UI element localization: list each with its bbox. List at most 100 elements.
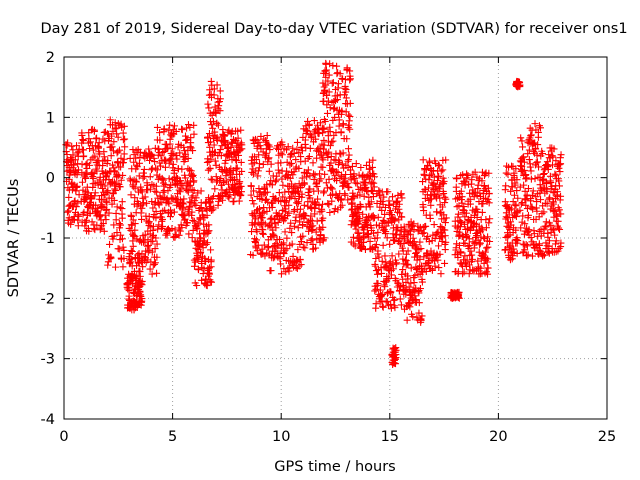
data-point bbox=[210, 141, 218, 149]
data-point bbox=[464, 172, 472, 180]
data-point bbox=[372, 285, 380, 293]
data-point bbox=[308, 226, 316, 234]
data-point bbox=[119, 159, 127, 167]
data-point bbox=[65, 175, 73, 183]
data-point bbox=[192, 201, 200, 209]
data-point bbox=[421, 186, 429, 194]
data-point bbox=[63, 208, 71, 216]
data-point bbox=[307, 212, 315, 220]
data-point bbox=[264, 155, 272, 163]
data-point bbox=[172, 173, 180, 181]
data-point bbox=[442, 156, 450, 164]
data-point bbox=[253, 228, 261, 236]
data-point bbox=[140, 172, 148, 180]
data-point bbox=[167, 181, 175, 189]
data-point bbox=[149, 237, 157, 245]
data-point bbox=[403, 316, 411, 324]
data-point bbox=[542, 180, 550, 188]
data-point bbox=[205, 130, 213, 138]
data-point bbox=[384, 188, 392, 196]
data-point bbox=[153, 240, 161, 248]
data-point bbox=[527, 132, 535, 140]
data-point bbox=[345, 111, 353, 119]
data-point bbox=[430, 221, 438, 229]
data-point bbox=[131, 226, 139, 234]
data-point bbox=[357, 202, 365, 210]
data-point bbox=[235, 151, 243, 159]
data-point bbox=[555, 182, 563, 190]
data-point bbox=[463, 256, 471, 264]
data-point bbox=[74, 222, 82, 230]
data-point bbox=[378, 257, 386, 265]
data-point bbox=[396, 295, 404, 303]
data-point bbox=[344, 183, 352, 191]
data-point bbox=[287, 219, 295, 227]
data-point bbox=[100, 153, 108, 161]
data-point bbox=[327, 159, 335, 167]
data-point bbox=[329, 62, 337, 70]
data-point bbox=[312, 228, 320, 236]
data-point bbox=[234, 134, 242, 142]
data-point bbox=[409, 313, 417, 321]
data-point bbox=[386, 207, 394, 215]
data-point bbox=[74, 211, 82, 219]
data-point bbox=[197, 187, 205, 195]
data-point bbox=[325, 148, 333, 156]
data-point bbox=[514, 237, 522, 245]
data-point bbox=[484, 270, 492, 278]
data-point bbox=[116, 183, 124, 191]
data-point bbox=[194, 255, 202, 263]
data-point bbox=[551, 231, 559, 239]
data-point bbox=[183, 124, 191, 132]
data-point bbox=[502, 182, 510, 190]
data-point bbox=[129, 242, 137, 250]
data-point bbox=[190, 121, 198, 129]
data-point bbox=[335, 122, 343, 130]
data-point bbox=[151, 260, 159, 268]
data-point bbox=[485, 219, 493, 227]
data-point bbox=[319, 223, 327, 231]
data-point bbox=[73, 142, 81, 150]
data-point bbox=[272, 243, 280, 251]
data-point bbox=[420, 207, 428, 215]
data-point bbox=[389, 265, 397, 273]
data-point bbox=[324, 199, 332, 207]
data-point bbox=[64, 139, 72, 147]
data-point bbox=[115, 245, 123, 253]
data-point bbox=[422, 165, 430, 173]
data-point bbox=[476, 241, 484, 249]
data-point bbox=[540, 251, 548, 259]
data-point bbox=[210, 85, 218, 93]
data-point bbox=[298, 174, 306, 182]
data-point bbox=[322, 66, 330, 74]
data-point bbox=[208, 121, 216, 129]
data-point bbox=[133, 178, 141, 186]
data-point bbox=[422, 222, 430, 230]
data-point bbox=[407, 264, 415, 272]
data-point bbox=[283, 167, 291, 175]
data-point bbox=[71, 167, 79, 175]
data-point bbox=[256, 160, 264, 168]
data-point bbox=[164, 144, 172, 152]
data-point bbox=[161, 163, 169, 171]
data-point bbox=[556, 225, 564, 233]
data-point bbox=[291, 217, 299, 225]
data-point bbox=[309, 170, 317, 178]
data-point bbox=[282, 205, 290, 213]
data-point bbox=[325, 71, 333, 79]
data-point bbox=[187, 199, 195, 207]
data-point bbox=[527, 233, 535, 241]
data-point bbox=[207, 256, 215, 264]
data-point bbox=[216, 87, 224, 95]
data-point bbox=[271, 178, 279, 186]
data-point bbox=[301, 244, 309, 252]
data-point bbox=[324, 154, 332, 162]
data-point bbox=[189, 216, 197, 224]
data-point bbox=[381, 283, 389, 291]
data-point bbox=[521, 220, 529, 228]
data-point bbox=[92, 165, 100, 173]
x-axis-label: GPS time / hours bbox=[274, 459, 395, 475]
data-point bbox=[536, 124, 544, 132]
data-point bbox=[70, 161, 78, 169]
data-point bbox=[328, 138, 336, 146]
